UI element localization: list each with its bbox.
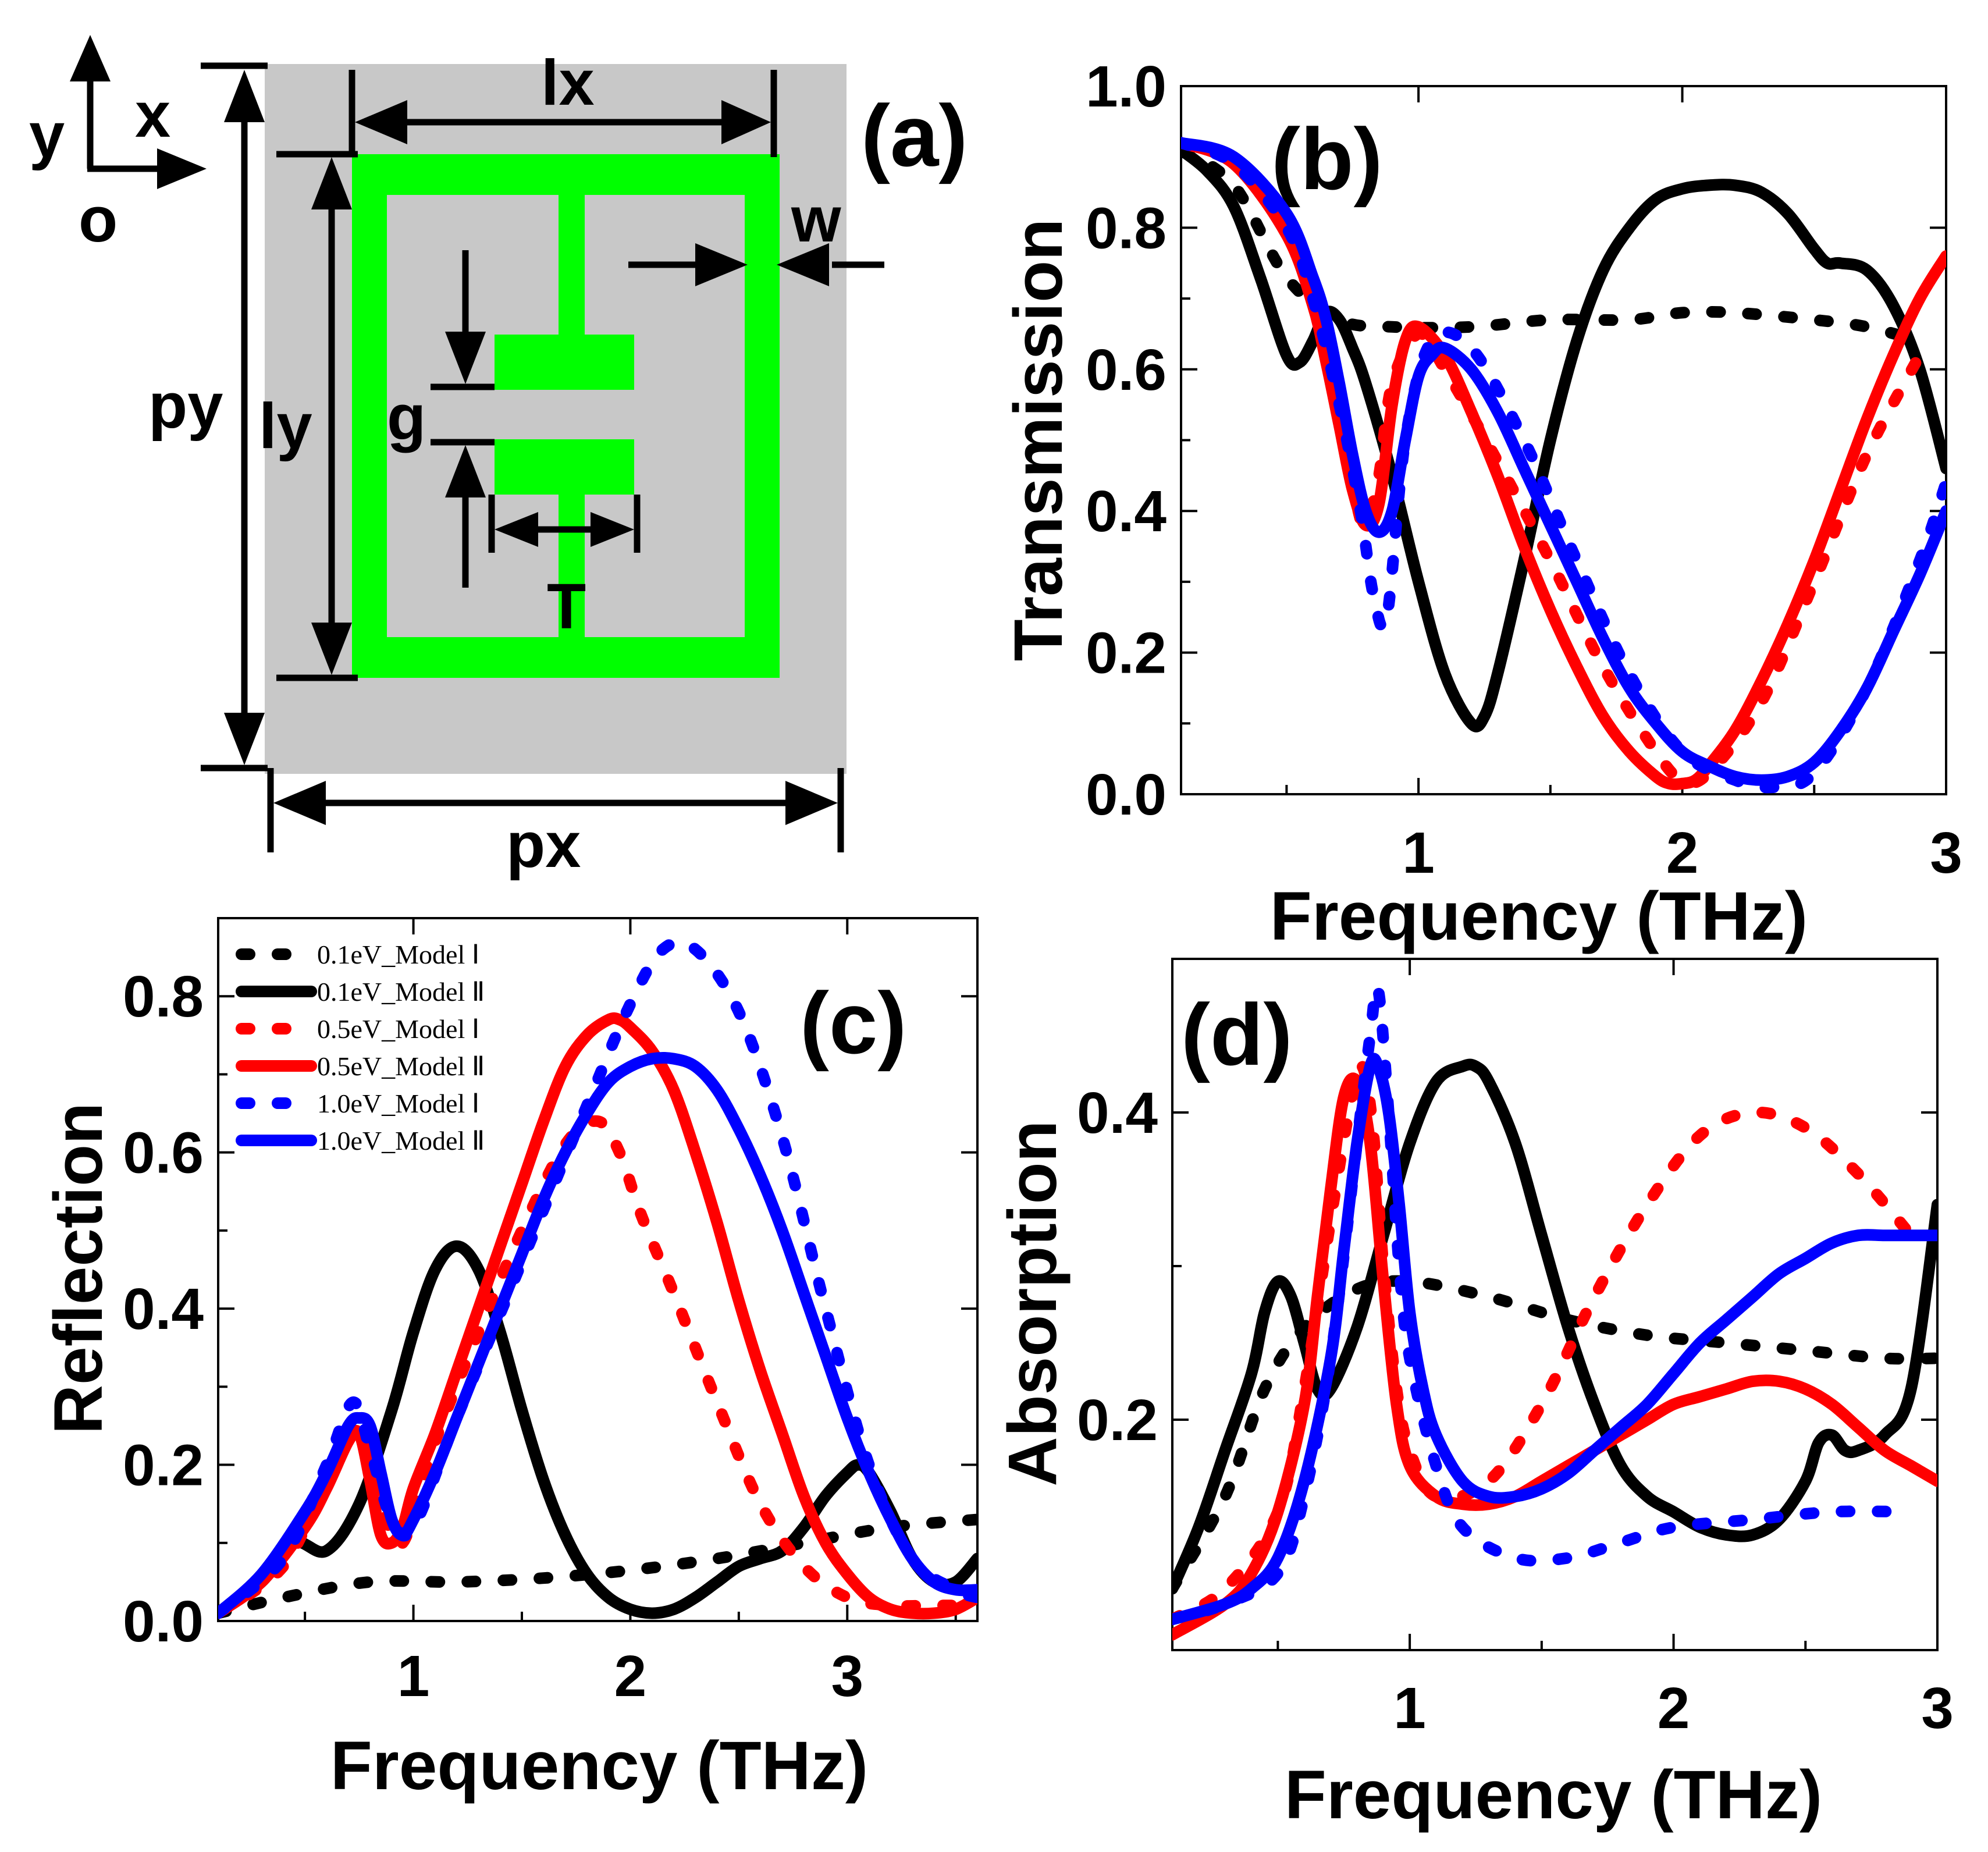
px-arrowhead-right	[785, 781, 838, 825]
legend-label-c-4: 1.0eV_Model Ⅰ	[317, 1089, 479, 1118]
g-arrowhead-bottom	[445, 445, 486, 497]
legend-label-c-1: 0.1eV_Model Ⅱ	[317, 977, 485, 1007]
x-tick-label-b: 1	[1402, 820, 1435, 886]
y-tick-label-c: 0.6	[123, 1121, 204, 1186]
y-tick-label-b: 0.6	[1086, 337, 1167, 403]
T-label: T	[547, 571, 586, 642]
resonator-bottom-plate	[495, 439, 634, 495]
panel-label-b: (b)	[1271, 110, 1383, 208]
series-line-b-1	[1181, 144, 1946, 733]
series-line-c-1	[218, 1240, 977, 1619]
lx-arrowhead-left	[355, 100, 407, 144]
x-tick-label-c: 2	[614, 1644, 647, 1709]
y-tick-label-b: 1.0	[1086, 54, 1167, 119]
ly-arrowhead-bottom	[311, 623, 352, 675]
series-group-b	[1181, 137, 1946, 794]
y-tick-label-b: 0.8	[1086, 195, 1167, 261]
x-tick-label-d: 2	[1658, 1676, 1690, 1741]
x-axis-label-b: Frequency (THz)	[1270, 878, 1808, 955]
x-tick-label-d: 3	[1921, 1676, 1954, 1741]
lx-label: lx	[541, 47, 595, 119]
w-arrowhead-right	[777, 243, 829, 286]
g-label: g	[387, 382, 426, 453]
absorption-chart: 1 2 3 0.2 0.4 Frequency (THz) Absorption (d)	[994, 958, 1954, 1833]
y-tick-label-b: 0.2	[1086, 621, 1167, 686]
y-tick-label-d: 0.4	[1077, 1080, 1158, 1146]
axes-frame-c	[217, 917, 979, 1622]
y-axis-label: y	[29, 99, 65, 171]
x-axis-arrowhead	[157, 148, 207, 189]
x-tick-label-b: 3	[1930, 820, 1962, 886]
y-tick-label-c: 0.2	[123, 1433, 204, 1498]
series-line-b-3	[1181, 137, 1946, 790]
x-tick-label-d: 1	[1393, 1676, 1426, 1741]
series-line-c-3	[218, 1012, 977, 1620]
legend-label-c-2: 0.5eV_Model Ⅰ	[317, 1014, 479, 1044]
panel-label-a: (a)	[861, 87, 968, 184]
origin-label: o	[79, 184, 118, 255]
resonator-bottom-stem	[559, 495, 585, 547]
series-line-c-4	[218, 936, 977, 1619]
series-line-d-0	[1172, 1275, 1937, 1595]
legend-c: 0.1eV_Model Ⅰ 0.1eV_Model Ⅱ 0.5eV_Model Ⅰ 0…	[236, 940, 485, 1156]
transmission-chart: 1 2 3 0.0 0.2 0.4 0.6 0.8 1.0 Frequency (THz) Tran…	[1000, 54, 1962, 955]
y-axis-label-b: Transmission	[1000, 219, 1077, 662]
series-line-c-0	[218, 1513, 977, 1619]
panel-label-d: (d)	[1181, 986, 1293, 1083]
g-arrowhead-top	[445, 332, 486, 384]
series-line-b-0	[1181, 144, 1926, 347]
y-tick-label-c: 0.4	[123, 1277, 204, 1342]
x-axis-label-c: Frequency (THz)	[330, 1727, 868, 1804]
y-tick-label-c: 0.8	[123, 964, 204, 1029]
x-axis-label: x	[135, 79, 170, 151]
series-line-d-1	[1172, 1058, 1937, 1595]
legend-label-c-5: 1.0eV_Model Ⅱ	[317, 1126, 485, 1156]
series-group-c	[218, 936, 977, 1620]
x-tick-label-c: 1	[397, 1644, 430, 1709]
series-line-b-4	[1181, 137, 1946, 794]
y-tick-label-d: 0.2	[1077, 1388, 1158, 1453]
y-axis-arrowhead	[70, 35, 111, 81]
x-tick-label-c: 3	[831, 1644, 863, 1709]
px-label: px	[506, 809, 581, 881]
w-arrowhead-left	[695, 243, 748, 286]
py-arrowhead-top	[224, 70, 265, 122]
y-tick-label-b: 0.0	[1086, 762, 1167, 827]
x-tick-label-b: 2	[1666, 820, 1699, 886]
py-label: py	[148, 370, 223, 442]
legend-label-c-3: 0.5eV_Model Ⅱ	[317, 1051, 485, 1081]
T-arrowhead-left	[495, 512, 538, 547]
y-tick-label-b: 0.4	[1086, 479, 1167, 544]
panel-label-c: (c)	[800, 974, 906, 1072]
series-line-b-5	[1181, 137, 1946, 786]
series-line-c-5	[218, 1051, 977, 1619]
legend-label-c-0: 0.1eV_Model Ⅰ	[317, 940, 479, 969]
x-axis-label-d: Frequency (THz)	[1285, 1757, 1822, 1833]
lx-arrowhead-right	[721, 100, 771, 144]
schematic-panel: y x o lx py ly px w	[29, 35, 968, 881]
ly-arrowhead-top	[311, 157, 352, 209]
ly-label: ly	[259, 390, 312, 462]
w-label: w	[791, 184, 841, 255]
y-axis-label-c: Reflection	[40, 1103, 117, 1434]
y-tick-label-c: 0.0	[123, 1589, 204, 1654]
series-line-d-5	[1172, 1053, 1937, 1626]
reflection-chart: 1 2 3 0.0 0.2 0.4 0.6 0.8 Frequency (THz) Reflect…	[40, 917, 979, 1804]
axes-frame-d	[1171, 958, 1939, 1651]
y-axis-label-d: Absorption	[994, 1120, 1071, 1486]
T-arrowhead-right	[591, 512, 634, 547]
px-arrowhead-left	[273, 781, 326, 825]
series-group-d	[1172, 980, 1937, 1641]
py-arrowhead-bottom	[224, 713, 265, 765]
resonator-ring	[352, 154, 780, 678]
